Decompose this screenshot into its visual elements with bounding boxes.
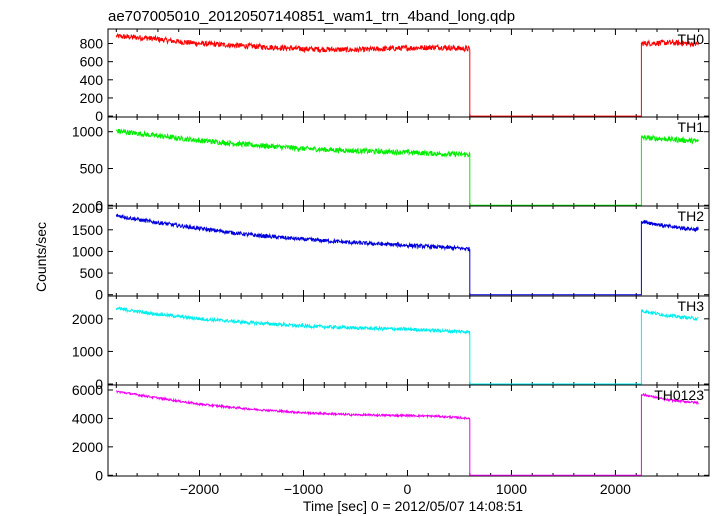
y-tick-label: 4000	[72, 410, 103, 426]
series-line-th2	[115, 213, 699, 296]
series-line-th1	[115, 128, 699, 206]
y-tick-label: 600	[80, 54, 104, 70]
y-axis-label: Counts/sec	[33, 222, 49, 292]
panel-label-th3: TH3	[678, 298, 705, 314]
x-tick-label: 2000	[600, 481, 631, 497]
panel-frame-th2	[107, 205, 710, 297]
x-tick-label: 0	[404, 481, 412, 497]
series-line-th3	[115, 306, 699, 385]
panel-frame-th0123	[107, 384, 710, 477]
series-line-th0	[115, 33, 699, 117]
y-tick-label: 0	[95, 376, 103, 392]
panel-frame-th0	[107, 28, 710, 118]
y-tick-label: 400	[80, 72, 104, 88]
chart-title: ae707005010_20120507140851_wam1_trn_4ban…	[108, 8, 515, 25]
y-tick-label: 2000	[72, 200, 103, 216]
y-tick-label: 0	[95, 197, 103, 213]
y-tick-label: 500	[80, 160, 104, 176]
series-line-th0123	[116, 390, 699, 476]
panel-label-th0123: TH0123	[654, 387, 704, 403]
panel-label-th1: TH1	[678, 119, 705, 135]
y-tick-label: 0	[95, 108, 103, 124]
y-tick-label: 2000	[72, 439, 103, 455]
panel-frame-th3	[107, 295, 710, 386]
y-tick-label: 1000	[72, 343, 103, 359]
panel-frame-th1	[107, 116, 710, 207]
x-tick-label: −2000	[180, 481, 220, 497]
y-tick-label: 1000	[72, 124, 103, 140]
x-tick-label: 1000	[496, 481, 527, 497]
y-tick-label: 0	[95, 467, 103, 483]
y-tick-label: 1500	[72, 222, 103, 238]
y-tick-label: 1000	[72, 243, 103, 259]
y-tick-label: 800	[80, 36, 104, 52]
x-axis-label: Time [sec] 0 = 2012/05/07 14:08:51	[303, 498, 523, 514]
y-tick-label: 0	[95, 287, 103, 303]
y-tick-label: 200	[80, 90, 104, 106]
panel-label-th2: TH2	[678, 208, 705, 224]
x-tick-label: −1000	[284, 481, 324, 497]
panel-label-th0: TH0	[678, 31, 705, 47]
y-tick-label: 6000	[72, 382, 103, 398]
chart-panels: 0 200 400 600 800 TH0 0 500 1000 TH1 0 500 1000 1500 2…	[72, 28, 710, 497]
y-tick-label: 500	[80, 265, 104, 281]
y-tick-label: 2000	[72, 311, 103, 327]
